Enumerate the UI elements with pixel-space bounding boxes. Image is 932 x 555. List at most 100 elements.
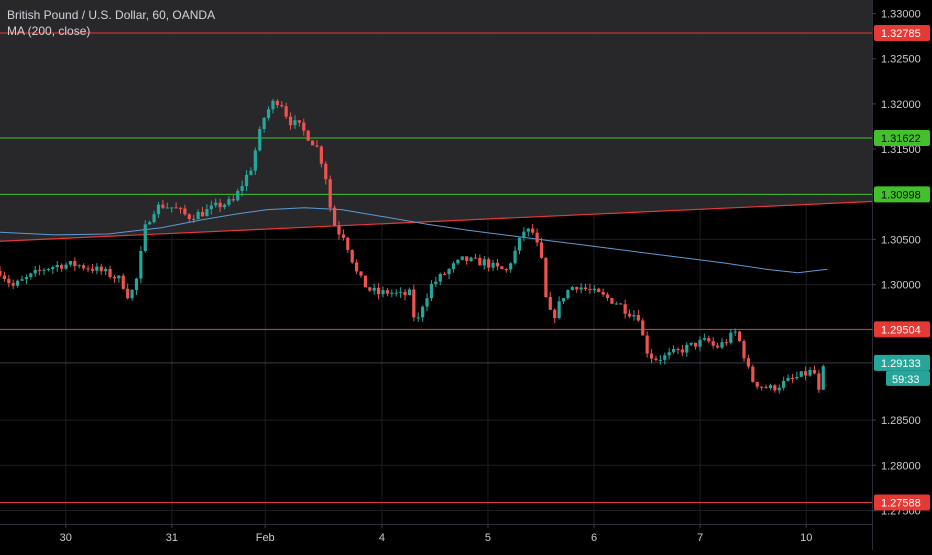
up-candle [143, 224, 147, 251]
down-candle [324, 163, 328, 180]
up-candle [253, 150, 257, 171]
up-candle [271, 100, 275, 110]
x-tick-label: 5 [485, 532, 491, 544]
up-candle [42, 269, 46, 271]
down-candle [575, 287, 579, 290]
down-candle [755, 381, 759, 387]
down-candle [121, 275, 125, 289]
time-axis: 30 31 Feb 4 5 6 7 10 [0, 524, 872, 550]
up-candle [698, 339, 702, 347]
up-candle [266, 109, 271, 118]
down-candle [443, 273, 447, 275]
down-candle [82, 265, 86, 269]
up-candle [139, 250, 143, 279]
down-candle [487, 259, 491, 268]
up-candle [526, 228, 530, 232]
down-candle [99, 266, 103, 272]
price-axis: 1.33000 1.32500 1.32000 1.31500 1.30500 1.300… [872, 0, 932, 550]
level-price-tag: 1.31622 [881, 133, 921, 145]
up-candle [222, 204, 227, 208]
level-price-tag: 1.32785 [881, 28, 921, 40]
down-candle [623, 304, 627, 314]
down-candle [328, 179, 332, 208]
down-candle [553, 309, 557, 318]
up-candle [733, 331, 737, 333]
y-tick-label: 1.33000 [881, 9, 921, 21]
down-candle [597, 288, 601, 292]
ma-200-line [0, 207, 828, 274]
down-candle [218, 202, 222, 208]
down-candle [377, 287, 381, 295]
countdown-bg [886, 370, 930, 386]
down-candle [412, 289, 416, 318]
y-tick-label: 1.28000 [881, 460, 921, 472]
price-level-lines [0, 32, 872, 503]
up-candle [632, 315, 636, 317]
level-price-tag-bg [874, 321, 930, 338]
down-candle [724, 342, 729, 344]
up-candle [570, 287, 574, 291]
down-candle [38, 269, 42, 271]
down-candle [200, 211, 205, 217]
x-tick-label: 30 [60, 532, 72, 544]
up-candle [434, 281, 438, 285]
up-candle [557, 301, 561, 318]
up-candle [244, 174, 249, 187]
up-candle [451, 263, 456, 270]
up-candle [236, 190, 240, 201]
down-candle [302, 122, 306, 131]
up-candle [795, 376, 799, 379]
y-tick-label: 1.30500 [881, 234, 921, 246]
shaded-zone [0, 0, 873, 242]
up-candle [165, 207, 169, 209]
down-candle [583, 287, 588, 289]
candlesticks [0, 98, 825, 394]
moving-average-line [0, 207, 828, 274]
down-candle [297, 120, 301, 123]
up-candle [390, 292, 394, 294]
up-candle [77, 265, 81, 267]
down-candle [605, 294, 610, 299]
up-candle [614, 303, 618, 305]
down-candle [280, 105, 284, 107]
level-price-tag-bg [874, 24, 930, 41]
up-candle [262, 117, 266, 130]
level-price-tag-bg [874, 186, 930, 203]
up-candle [671, 349, 676, 353]
down-candle [619, 303, 623, 305]
down-candle [636, 315, 640, 321]
x-tick-label: 6 [591, 532, 597, 544]
level-price-tag-bg [874, 130, 930, 147]
up-candle [482, 259, 486, 266]
up-candle [407, 289, 412, 296]
down-candle [288, 116, 293, 126]
down-candle [742, 341, 746, 359]
current-price-tag-bg [874, 354, 930, 371]
down-candle [764, 387, 768, 389]
up-candle [46, 268, 51, 270]
down-candle [654, 358, 658, 360]
down-candle [284, 106, 288, 117]
down-candle [746, 358, 751, 367]
down-candle [108, 268, 112, 277]
down-candle [0, 271, 2, 276]
x-tick-label: 4 [379, 532, 385, 544]
down-candle [2, 275, 7, 279]
down-candle [354, 262, 359, 272]
down-candle [773, 385, 777, 391]
up-candle [117, 275, 121, 279]
up-candle [689, 342, 693, 345]
up-candle [240, 186, 244, 191]
down-candle [649, 353, 654, 359]
down-candle [310, 140, 315, 146]
up-candle [821, 366, 825, 390]
level-price-tag: 1.29504 [881, 324, 921, 336]
down-candle [319, 146, 323, 164]
down-candle [315, 145, 319, 147]
up-candle [685, 344, 689, 353]
down-candle [680, 349, 684, 353]
down-candle [500, 266, 504, 270]
up-candle [592, 288, 596, 290]
